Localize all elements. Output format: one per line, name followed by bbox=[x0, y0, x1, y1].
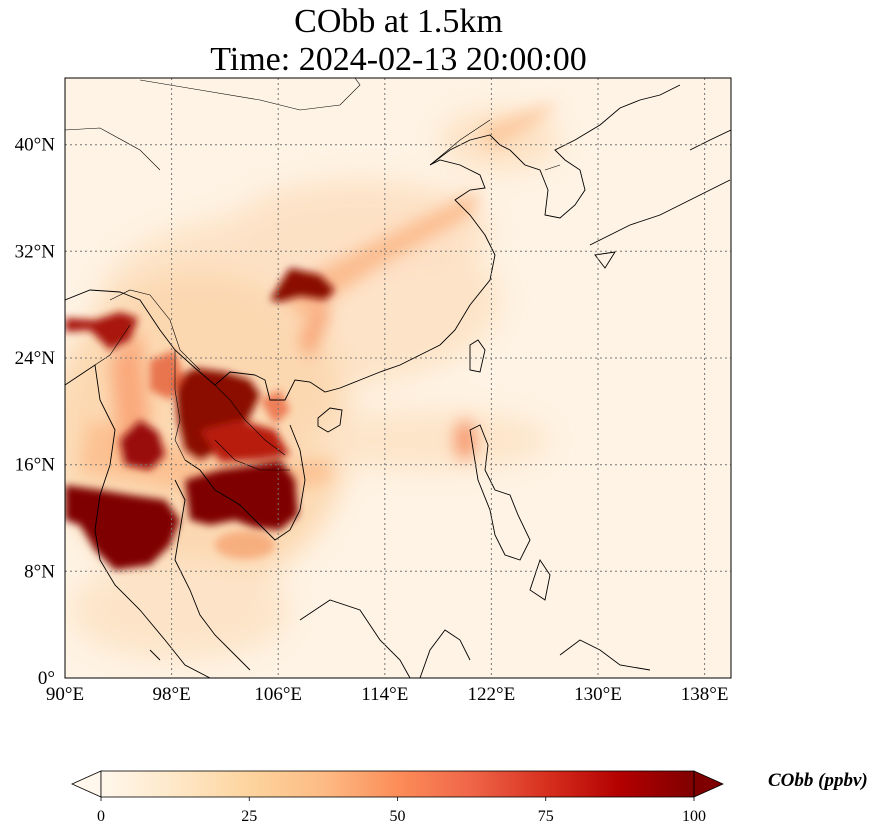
colorbar-tick-label: 75 bbox=[538, 808, 554, 825]
lat-tick-label: 32°N bbox=[15, 241, 56, 262]
lon-tick-label: 130°E bbox=[574, 684, 622, 705]
colorbar-tick-label: 25 bbox=[241, 808, 257, 825]
lon-tick-label: 98°E bbox=[152, 684, 190, 705]
lat-tick-label: 0° bbox=[38, 668, 55, 689]
colorbar-label: CObb (ppbv) bbox=[768, 770, 868, 791]
lat-tick-label: 40°N bbox=[15, 135, 56, 156]
lon-tick-label: 138°E bbox=[681, 684, 729, 705]
cobb-field bbox=[65, 78, 731, 678]
coastlines bbox=[65, 84, 731, 678]
title-line-1: CObb at 1.5km bbox=[294, 3, 503, 40]
map-frame bbox=[64, 77, 732, 679]
lon-tick-label: 106°E bbox=[254, 684, 302, 705]
colorbar-min-extend bbox=[71, 770, 102, 798]
colorbar-tick-label: 0 bbox=[97, 808, 105, 825]
colorbar-max-extend bbox=[693, 770, 724, 798]
lat-tick-label: 16°N bbox=[15, 455, 56, 476]
colorbar-gradient bbox=[101, 771, 694, 797]
lon-tick-label: 114°E bbox=[361, 684, 408, 705]
title-line-2: Time: 2024-02-13 20:00:00 bbox=[210, 41, 587, 78]
lat-tick-label: 24°N bbox=[15, 348, 56, 369]
colorbar-tick-label: 100 bbox=[682, 808, 706, 825]
lat-tick-label: 8°N bbox=[24, 561, 55, 582]
borders bbox=[65, 78, 561, 471]
colorbar-tick-label: 50 bbox=[390, 808, 406, 825]
gridlines bbox=[65, 78, 731, 678]
colorbar: 0 25 50 75 100 bbox=[71, 770, 724, 825]
lon-tick-label: 90°E bbox=[46, 684, 84, 705]
lon-tick-label: 122°E bbox=[468, 684, 516, 705]
